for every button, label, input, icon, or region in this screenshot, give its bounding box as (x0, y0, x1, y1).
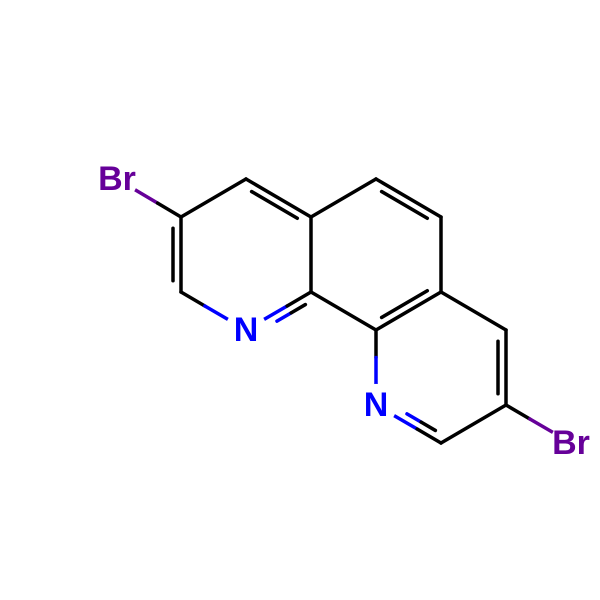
atom-label-br: Br (552, 424, 590, 462)
molecule-diagram: Br N N Br (0, 0, 600, 600)
atom-label-n: N (234, 311, 259, 349)
atom-label-n: N (364, 386, 389, 424)
atom-label-br: Br (98, 160, 136, 198)
bonds-layer (134, 179, 554, 443)
